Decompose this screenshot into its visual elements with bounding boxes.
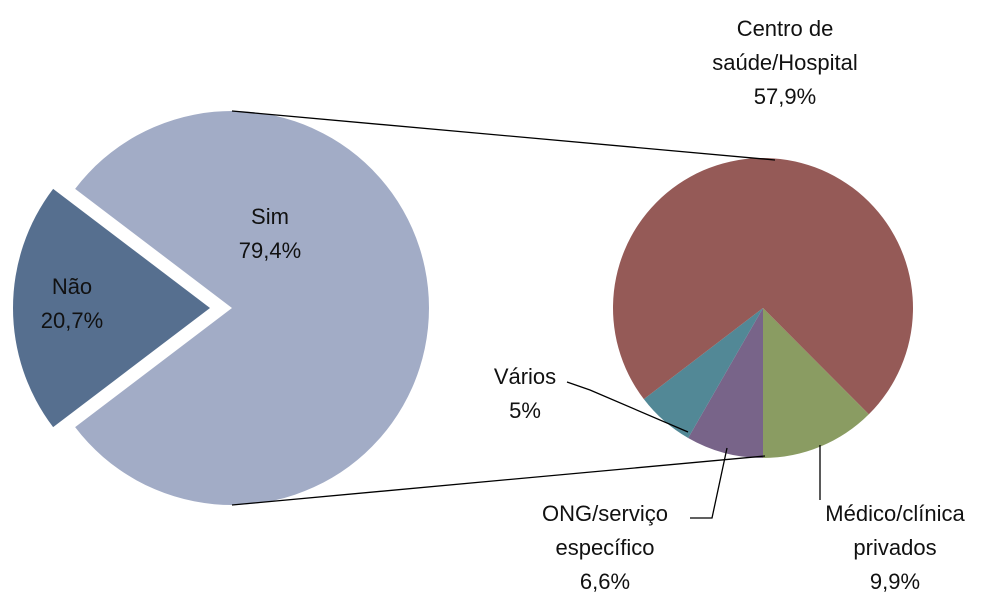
connector <box>231 455 766 506</box>
value-label: 9,9% <box>869 569 921 594</box>
label-varios: Vários 5% <box>470 360 580 428</box>
value-label: 57,9% <box>753 84 817 109</box>
category-label: Médico/clínica privados <box>825 501 965 560</box>
pie-slice <box>613 157 914 415</box>
pie-slice <box>643 308 763 439</box>
category-label: Centro de saúde/Hospital <box>712 16 858 75</box>
leader-line <box>690 447 728 519</box>
pie-slice <box>763 308 869 458</box>
label-ong: ONG/serviço específico 6,6% <box>515 497 695 599</box>
category-label: Vários <box>493 364 557 389</box>
value-label: 6,6% <box>579 569 631 594</box>
value-label: 79,4% <box>238 238 302 263</box>
pie-slice <box>75 111 430 506</box>
category-label: Sim <box>251 204 289 229</box>
category-label: ONG/serviço específico <box>542 501 668 560</box>
value-label: 5% <box>509 398 541 423</box>
pie-slice <box>688 308 763 458</box>
category-label: Não <box>51 274 93 299</box>
label-sim: Sim 79,4% <box>210 200 330 268</box>
pie-slice <box>13 188 211 428</box>
connector <box>231 110 776 161</box>
leader-line <box>566 381 689 433</box>
value-label: 20,7% <box>40 308 104 333</box>
label-hospital: Centro de saúde/Hospital 57,9% <box>690 12 880 114</box>
label-medico: Médico/clínica privados 9,9% <box>795 497 992 599</box>
label-nao: Não 20,7% <box>12 270 132 338</box>
